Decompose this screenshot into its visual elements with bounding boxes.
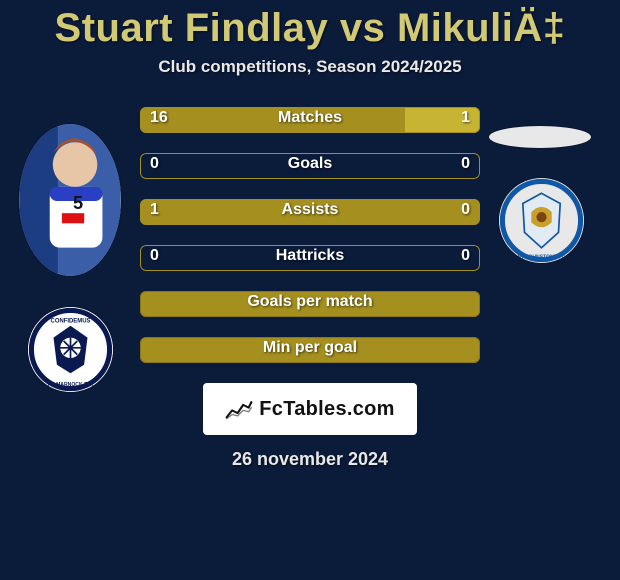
player-right-photo: [489, 126, 591, 148]
club-right-badge: ST JOHNSTONE FC: [499, 178, 584, 263]
date-line: 26 november 2024: [0, 449, 620, 470]
stat-label: Matches: [140, 109, 480, 127]
stats-area: 161Matches 00Goals 10Assists 00Hattricks Goa…: [140, 107, 480, 363]
svg-text:KILMARNOCK F.C.: KILMARNOCK F.C.: [48, 382, 94, 388]
club-left-badge: CONFIDEMUS KILMARNOCK F.C.: [28, 307, 113, 392]
stat-row: Min per goal: [140, 337, 480, 363]
svg-text:5: 5: [73, 192, 83, 213]
player-left-photo: 5: [19, 124, 121, 276]
stat-label: Goals per match: [140, 293, 480, 311]
site-label: FcTables.com: [259, 398, 395, 421]
fctables-logo-icon: [225, 398, 253, 420]
stat-row: 00Goals: [140, 153, 480, 179]
stat-label: Goals: [140, 155, 480, 173]
stat-label: Assists: [140, 201, 480, 219]
stat-label: Hattricks: [140, 247, 480, 265]
page-title: Stuart Findlay vs MikuliÄ‡: [0, 0, 620, 51]
stat-row: 10Assists: [140, 199, 480, 225]
stat-row: 161Matches: [140, 107, 480, 133]
stat-label: Min per goal: [140, 339, 480, 357]
site-chip[interactable]: FcTables.com: [203, 383, 417, 435]
subtitle: Club competitions, Season 2024/2025: [0, 57, 620, 77]
stat-row: Goals per match: [140, 291, 480, 317]
stat-row: 00Hattricks: [140, 245, 480, 271]
svg-text:CONFIDEMUS: CONFIDEMUS: [51, 318, 91, 324]
svg-text:ST JOHNSTONE FC: ST JOHNSTONE FC: [518, 255, 566, 261]
